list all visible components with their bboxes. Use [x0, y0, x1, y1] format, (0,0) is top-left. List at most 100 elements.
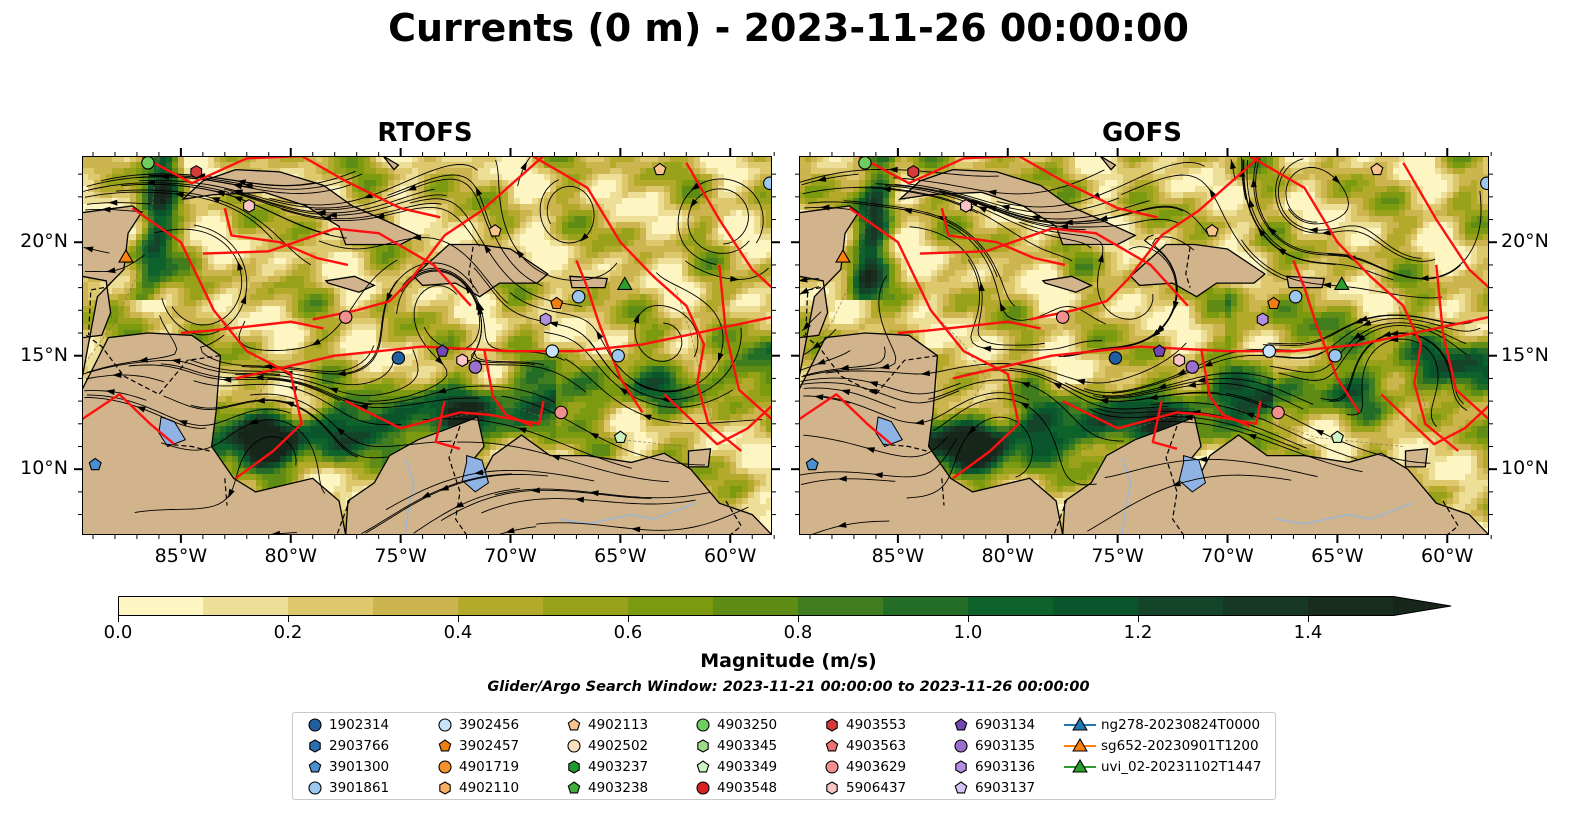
- map-marker: [468, 360, 483, 374]
- latitude-tick-label: 15°N: [20, 343, 68, 366]
- colorbar-tick-label: 0.4: [443, 622, 473, 643]
- legend-item: sg652-20230901T1200: [1063, 736, 1259, 756]
- legend-circle-icon: [308, 781, 322, 795]
- map-marker: [539, 312, 552, 327]
- legend-label: 4903548: [717, 780, 778, 796]
- map-frame-rtofs: [82, 156, 772, 535]
- map-marker: [338, 310, 353, 324]
- colorbar-tick-label: 1.4: [1293, 622, 1323, 643]
- legend-label: uvi_02-20231102T1447: [1101, 759, 1262, 775]
- colorbar-segment: [1053, 596, 1139, 616]
- longitude-tick-label: 85°W: [871, 545, 925, 567]
- legend-marker: [1064, 716, 1096, 731]
- lakes: [875, 416, 1207, 493]
- colorbar-segment: [1223, 596, 1309, 616]
- legend-circle-icon: [696, 781, 710, 795]
- colorbar-tick-label: 0.6: [613, 622, 643, 643]
- longitude-tick-label: 70°W: [484, 545, 537, 567]
- map-rtofs: [82, 156, 772, 535]
- legend-marker: [955, 760, 967, 774]
- colorbar-tick: [628, 616, 629, 622]
- colorbar-segment: [458, 596, 544, 616]
- eez-boundaries: [82, 156, 772, 480]
- legend-item: 4903629: [824, 757, 906, 777]
- legend-marker: [954, 739, 968, 753]
- legend-label: 4903563: [846, 738, 907, 754]
- map-marker: [763, 176, 772, 190]
- legend-marker: [825, 760, 839, 774]
- colorbar-tick: [1138, 616, 1139, 622]
- legend-label: 4903349: [717, 759, 778, 775]
- legend-pentagon-icon: [825, 739, 839, 752]
- colorbar-tick-label: 1.0: [953, 622, 983, 643]
- legend-marker: [696, 781, 710, 795]
- map-marker: [1152, 344, 1166, 357]
- legend-item: 6903135: [953, 736, 1035, 756]
- legend-marker: [696, 718, 710, 732]
- legend-hexagon-icon: [439, 781, 451, 795]
- map-marker: [545, 344, 560, 358]
- legend-label: 6903134: [975, 717, 1036, 733]
- colorbar-segment: [203, 596, 289, 616]
- legend-pentagon-icon: [954, 781, 968, 794]
- colorbar-tick: [458, 616, 459, 622]
- colorbar-gradient: [118, 596, 1452, 616]
- longitude-tick-label: 85°W: [154, 545, 208, 567]
- map-marker: [1262, 344, 1277, 358]
- map-marker: [835, 249, 851, 263]
- colorbar-segment: [883, 596, 969, 616]
- map-marker: [571, 289, 586, 304]
- legend-marker: [308, 760, 322, 773]
- legend-marker: [308, 781, 322, 795]
- legend-pentagon-icon: [438, 739, 452, 752]
- legend-label: 4903238: [588, 780, 649, 796]
- legend-label: 3901861: [329, 780, 390, 796]
- legend-circle-icon: [954, 739, 968, 753]
- legend-circle-icon: [825, 760, 839, 774]
- longitude-tick-label: 60°W: [704, 545, 757, 567]
- map-canvas: [82, 156, 772, 535]
- legend-marker: [696, 760, 710, 773]
- figure-title: Currents (0 m) - 2023-11-26 00:00:00: [388, 6, 1189, 50]
- colorbar-tick-label: 0.2: [273, 622, 303, 643]
- map-marker: [1055, 310, 1070, 324]
- map-gofs: [799, 156, 1489, 535]
- legend-label: 3902456: [459, 717, 520, 733]
- colorbar-segment: [798, 596, 884, 616]
- map-marker: [1271, 405, 1285, 420]
- legend-label: 1902314: [329, 717, 390, 733]
- colorbar-tick-label: 1.2: [1123, 622, 1153, 643]
- map-frame-gofs: [799, 156, 1489, 535]
- legend-circle-icon: [438, 718, 452, 732]
- legend-marker: [954, 781, 968, 794]
- map-marker: [118, 249, 134, 263]
- legend-item: 4903237: [566, 757, 648, 777]
- map-marker: [391, 351, 406, 365]
- legend-label: 4901719: [459, 759, 520, 775]
- legend-hexagon-icon: [826, 718, 838, 732]
- longitude-tick-label: 80°W: [981, 545, 1034, 567]
- legend-label: 3901300: [329, 759, 390, 775]
- legend-label: 6903135: [975, 738, 1036, 754]
- colorbar-extend-arrow: [1393, 596, 1451, 616]
- panel-title-rtofs: RTOFS: [377, 118, 473, 148]
- legend-triangle-icon: [1072, 716, 1088, 731]
- colorbar-segment: [373, 596, 459, 616]
- colorbar-tick: [798, 616, 799, 622]
- legend-label: 4903237: [588, 759, 649, 775]
- legend-item: 4903548: [695, 778, 777, 798]
- legend-item: 4902502: [566, 736, 648, 756]
- longitude-tick-label: 80°W: [264, 545, 317, 567]
- legend-hexagon-icon: [826, 781, 838, 795]
- map-marker: [1288, 289, 1303, 304]
- legend-item: 4903345: [695, 736, 777, 756]
- country-borders: [86, 246, 742, 535]
- panel-title-gofs: GOFS: [1102, 118, 1182, 148]
- latitude-tick-label: 15°N: [1501, 343, 1549, 366]
- marker-legend: 1902314 2903766 3901300 3901861 3902456 39024…: [292, 712, 1276, 800]
- legend-label: 3902457: [459, 738, 520, 754]
- colorbar-tick: [968, 616, 969, 622]
- legend-item: 3902457: [437, 736, 519, 756]
- map-marker: [1370, 162, 1384, 176]
- legend-label: 5906437: [846, 780, 907, 796]
